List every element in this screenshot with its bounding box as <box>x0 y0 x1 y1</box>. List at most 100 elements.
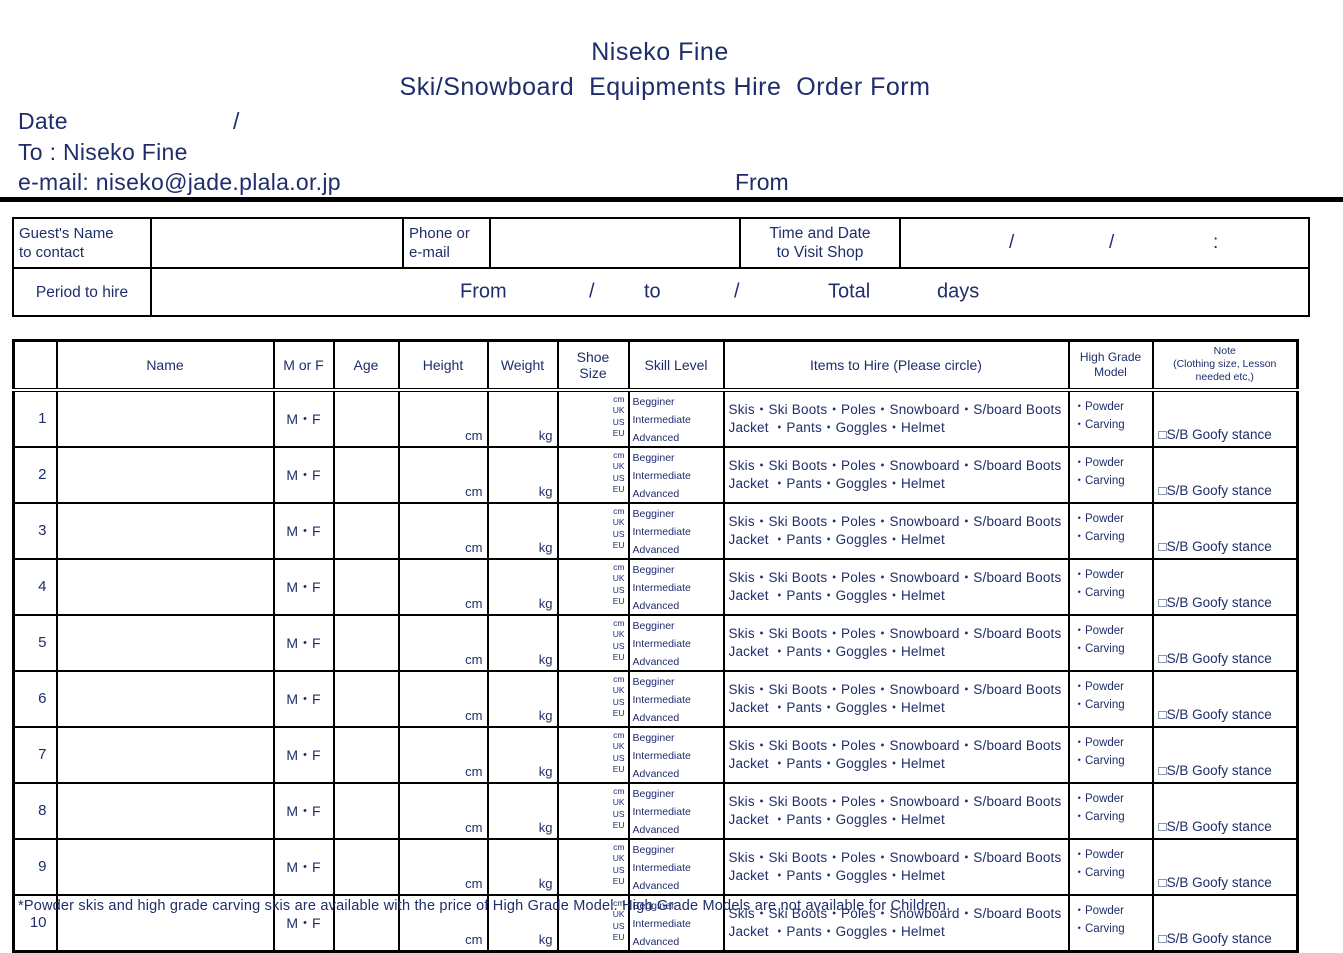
items-to-hire-options[interactable]: Skis・Ski Boots・Poles・Snowboard・S/board B… <box>722 557 1070 616</box>
age-input-cell[interactable] <box>332 557 400 616</box>
items-to-hire-options[interactable]: Skis・Ski Boots・Poles・Snowboard・S/board B… <box>722 501 1070 560</box>
high-grade-options[interactable]: ・Powder ・Carving <box>1067 445 1154 504</box>
gender-options[interactable]: M・F <box>272 837 335 896</box>
high-grade-options[interactable]: ・Powder ・Carving <box>1067 837 1154 896</box>
sb-goofy-stance-checkbox[interactable]: □S/B Goofy stance <box>1158 594 1272 610</box>
skill-level-options[interactable]: Begginer Intermediate Advanced <box>627 781 725 840</box>
age-input-cell[interactable] <box>332 501 400 560</box>
name-input-cell[interactable] <box>55 445 275 504</box>
sb-goofy-stance-checkbox[interactable]: □S/B Goofy stance <box>1158 482 1272 498</box>
sb-goofy-stance-checkbox[interactable]: □S/B Goofy stance <box>1158 650 1272 666</box>
name-input-cell[interactable] <box>55 613 275 672</box>
sb-goofy-stance-checkbox[interactable]: □S/B Goofy stance <box>1158 818 1272 834</box>
high-grade-options[interactable]: ・Powder ・Carving <box>1067 557 1154 616</box>
high-grade-options[interactable]: ・Powder ・Carving <box>1067 388 1154 448</box>
shoe-size-input-cell[interactable]: cm UK US EU <box>556 781 630 840</box>
name-input-cell[interactable] <box>55 893 275 952</box>
high-grade-options[interactable]: ・Powder ・Carving <box>1067 893 1154 952</box>
height-input-cell[interactable]: cm <box>397 613 489 672</box>
weight-input-cell[interactable]: kg <box>486 893 559 952</box>
weight-input-cell[interactable]: kg <box>486 388 559 448</box>
height-input-cell[interactable]: cm <box>397 669 489 728</box>
shoe-size-input-cell[interactable]: cm UK US EU <box>556 669 630 728</box>
shoe-size-input-cell[interactable]: cm UK US EU <box>556 388 630 448</box>
note-input-cell[interactable]: □S/B Goofy stance <box>1151 781 1299 840</box>
items-to-hire-options[interactable]: Skis・Ski Boots・Poles・Snowboard・S/board B… <box>722 388 1070 448</box>
skill-level-options[interactable]: Begginer Intermediate Advanced <box>627 613 725 672</box>
sb-goofy-stance-checkbox[interactable]: □S/B Goofy stance <box>1158 762 1272 778</box>
gender-options[interactable]: M・F <box>272 557 335 616</box>
high-grade-options[interactable]: ・Powder ・Carving <box>1067 501 1154 560</box>
weight-input-cell[interactable]: kg <box>486 669 559 728</box>
items-to-hire-options[interactable]: Skis・Ski Boots・Poles・Snowboard・S/board B… <box>722 445 1070 504</box>
skill-level-options[interactable]: Begginer Intermediate Advanced <box>627 725 725 784</box>
high-grade-options[interactable]: ・Powder ・Carving <box>1067 725 1154 784</box>
items-to-hire-options[interactable]: Skis・Ski Boots・Poles・Snowboard・S/board B… <box>722 781 1070 840</box>
gender-options[interactable]: M・F <box>272 501 335 560</box>
shoe-size-input-cell[interactable]: cm UK US EU <box>556 613 630 672</box>
height-input-cell[interactable]: cm <box>397 781 489 840</box>
note-input-cell[interactable]: □S/B Goofy stance <box>1151 893 1299 952</box>
shoe-size-input-cell[interactable]: cm UK US EU <box>556 501 630 560</box>
age-input-cell[interactable] <box>332 781 400 840</box>
note-input-cell[interactable]: □S/B Goofy stance <box>1151 388 1299 448</box>
age-input-cell[interactable] <box>332 388 400 448</box>
sb-goofy-stance-checkbox[interactable]: □S/B Goofy stance <box>1158 874 1272 890</box>
gender-options[interactable]: M・F <box>272 445 335 504</box>
height-input-cell[interactable]: cm <box>397 445 489 504</box>
sb-goofy-stance-checkbox[interactable]: □S/B Goofy stance <box>1158 930 1272 946</box>
skill-level-options[interactable]: Begginer Intermediate Advanced <box>627 557 725 616</box>
note-input-cell[interactable]: □S/B Goofy stance <box>1151 725 1299 784</box>
gender-options[interactable]: M・F <box>272 725 335 784</box>
weight-input-cell[interactable]: kg <box>486 725 559 784</box>
skill-level-options[interactable]: Begginer Intermediate Advanced <box>627 893 725 952</box>
sb-goofy-stance-checkbox[interactable]: □S/B Goofy stance <box>1158 538 1272 554</box>
skill-level-options[interactable]: Begginer Intermediate Advanced <box>627 837 725 896</box>
note-input-cell[interactable]: □S/B Goofy stance <box>1151 837 1299 896</box>
skill-level-options[interactable]: Begginer Intermediate Advanced <box>627 501 725 560</box>
weight-input-cell[interactable]: kg <box>486 501 559 560</box>
items-to-hire-options[interactable]: Skis・Ski Boots・Poles・Snowboard・S/board B… <box>722 893 1070 952</box>
weight-input-cell[interactable]: kg <box>486 445 559 504</box>
phone-email-input-cell[interactable] <box>489 219 739 267</box>
items-to-hire-options[interactable]: Skis・Ski Boots・Poles・Snowboard・S/board B… <box>722 613 1070 672</box>
gender-options[interactable]: M・F <box>272 781 335 840</box>
weight-input-cell[interactable]: kg <box>486 557 559 616</box>
age-input-cell[interactable] <box>332 613 400 672</box>
height-input-cell[interactable]: cm <box>397 837 489 896</box>
shoe-size-input-cell[interactable]: cm UK US EU <box>556 837 630 896</box>
note-input-cell[interactable]: □S/B Goofy stance <box>1151 613 1299 672</box>
height-input-cell[interactable]: cm <box>397 388 489 448</box>
high-grade-options[interactable]: ・Powder ・Carving <box>1067 781 1154 840</box>
skill-level-options[interactable]: Begginer Intermediate Advanced <box>627 669 725 728</box>
shoe-size-input-cell[interactable]: cm UK US EU <box>556 445 630 504</box>
name-input-cell[interactable] <box>55 669 275 728</box>
weight-input-cell[interactable]: kg <box>486 613 559 672</box>
age-input-cell[interactable] <box>332 893 400 952</box>
age-input-cell[interactable] <box>332 445 400 504</box>
note-input-cell[interactable]: □S/B Goofy stance <box>1151 557 1299 616</box>
gender-options[interactable]: M・F <box>272 669 335 728</box>
name-input-cell[interactable] <box>55 501 275 560</box>
note-input-cell[interactable]: □S/B Goofy stance <box>1151 669 1299 728</box>
gender-options[interactable]: M・F <box>272 388 335 448</box>
period-to-hire-input-cell[interactable]: From / to / Total days <box>150 269 1308 315</box>
shoe-size-input-cell[interactable]: cm UK US EU <box>556 725 630 784</box>
high-grade-options[interactable]: ・Powder ・Carving <box>1067 669 1154 728</box>
sb-goofy-stance-checkbox[interactable]: □S/B Goofy stance <box>1158 426 1272 442</box>
note-input-cell[interactable]: □S/B Goofy stance <box>1151 445 1299 504</box>
sb-goofy-stance-checkbox[interactable]: □S/B Goofy stance <box>1158 706 1272 722</box>
items-to-hire-options[interactable]: Skis・Ski Boots・Poles・Snowboard・S/board B… <box>722 837 1070 896</box>
age-input-cell[interactable] <box>332 837 400 896</box>
age-input-cell[interactable] <box>332 725 400 784</box>
weight-input-cell[interactable]: kg <box>486 781 559 840</box>
weight-input-cell[interactable]: kg <box>486 837 559 896</box>
note-input-cell[interactable]: □S/B Goofy stance <box>1151 501 1299 560</box>
shoe-size-input-cell[interactable]: cm UK US EU <box>556 557 630 616</box>
items-to-hire-options[interactable]: Skis・Ski Boots・Poles・Snowboard・S/board B… <box>722 669 1070 728</box>
items-to-hire-options[interactable]: Skis・Ski Boots・Poles・Snowboard・S/board B… <box>722 725 1070 784</box>
gender-options[interactable]: M・F <box>272 613 335 672</box>
height-input-cell[interactable]: cm <box>397 557 489 616</box>
height-input-cell[interactable]: cm <box>397 725 489 784</box>
guest-name-input-cell[interactable] <box>150 219 402 267</box>
